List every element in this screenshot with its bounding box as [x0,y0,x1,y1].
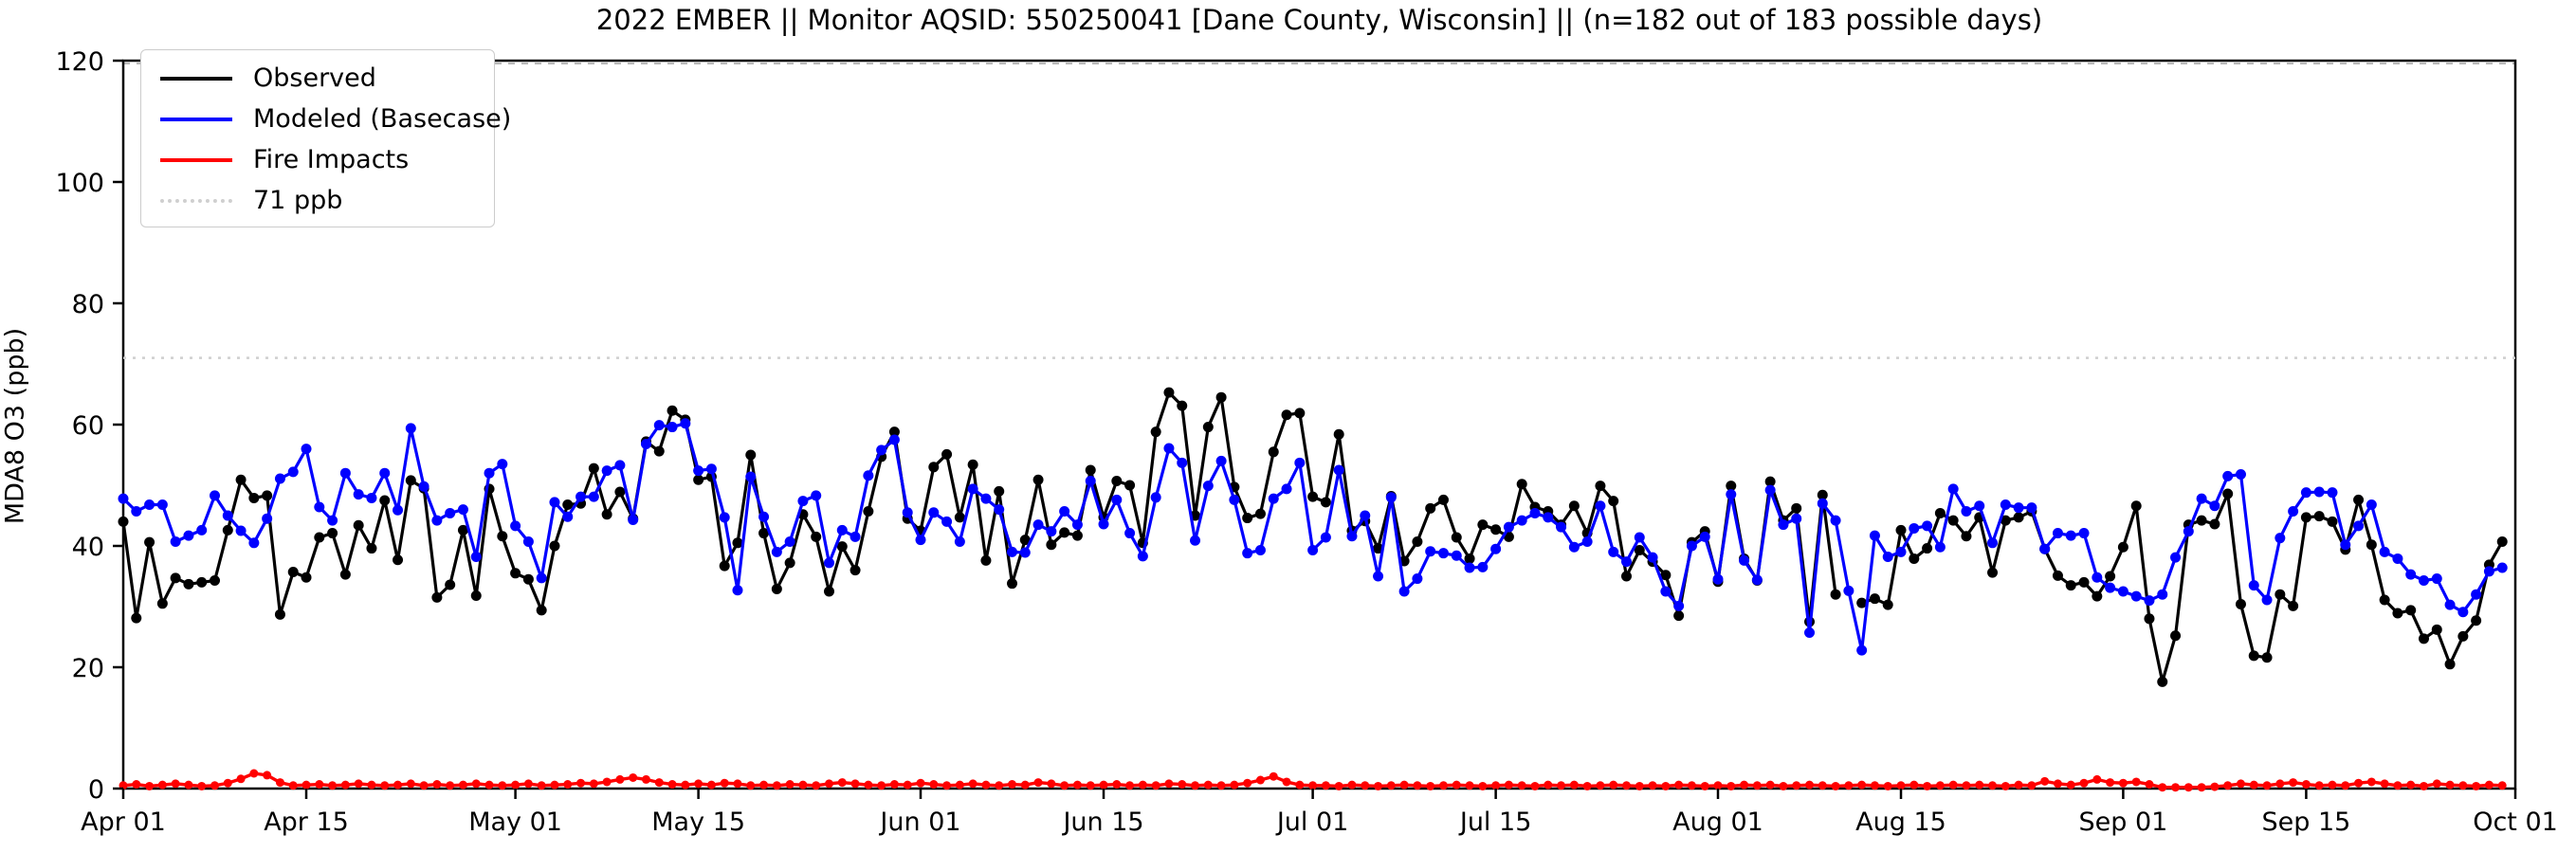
series-observed [118,387,2508,687]
svg-text:Apr 15: Apr 15 [264,808,349,837]
observed-line-sample [160,76,232,81]
y-axis-ticks: 0 20 40 60 80 100 120 [55,47,123,805]
svg-text:Jun 01: Jun 01 [878,808,960,837]
legend-item-modeled: Modeled (Basecase) [160,99,511,139]
series-modeled [118,418,2508,656]
svg-text:100: 100 [55,169,104,198]
svg-text:Jun 15: Jun 15 [1061,808,1143,837]
svg-text:60: 60 [72,411,104,441]
threshold-line-sample [160,198,232,203]
series-fire-impacts [119,769,2507,792]
modeled-line-sample [160,117,232,121]
legend: Observed Modeled (Basecase) Fire Impacts… [140,49,511,227]
legend-label: Modeled (Basecase) [253,104,512,134]
svg-text:Aug 01: Aug 01 [1672,808,1763,837]
svg-text:Apr 01: Apr 01 [81,808,166,837]
svg-text:May 15: May 15 [651,808,745,837]
svg-text:Sep 01: Sep 01 [2078,808,2167,837]
legend-item-71ppb: 71 ppb [160,180,494,221]
svg-text:Oct 01: Oct 01 [2473,808,2558,837]
svg-text:80: 80 [72,290,104,319]
legend-item-fire-impacts: Fire Impacts [160,139,494,180]
chart-title: 2022 EMBER || Monitor AQSID: 550250041 [… [595,4,2043,36]
svg-text:Sep 15: Sep 15 [2261,808,2350,837]
x-axis-ticks: Apr 01 Apr 15 May 01 May 15 Jun 01 Jun 15 Jul … [81,789,2558,837]
legend-label: 71 ppb [253,186,343,215]
legend-label: Fire Impacts [253,145,410,174]
svg-text:20: 20 [72,654,104,683]
legend-item-observed: Observed [160,58,494,99]
svg-text:0: 0 [88,775,104,805]
legend-label: Observed [253,64,376,93]
svg-text:120: 120 [55,47,104,77]
svg-text:40: 40 [72,533,104,562]
svg-text:Jul 15: Jul 15 [1458,808,1532,837]
fire-impacts-line-sample [160,157,232,162]
svg-text:May 01: May 01 [468,808,562,837]
svg-text:Aug 15: Aug 15 [1855,808,1946,837]
svg-text:Jul 01: Jul 01 [1275,808,1349,837]
